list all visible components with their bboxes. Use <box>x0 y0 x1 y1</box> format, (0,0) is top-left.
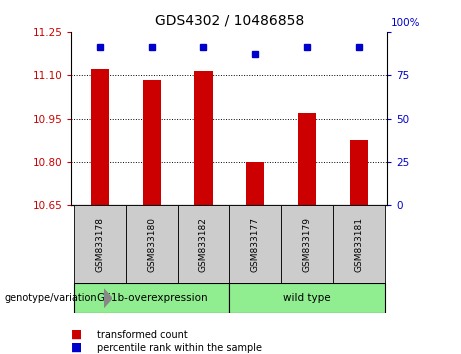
Text: ■: ■ <box>71 341 83 354</box>
Bar <box>142 80 161 205</box>
Text: percentile rank within the sample: percentile rank within the sample <box>97 343 262 353</box>
Title: GDS4302 / 10486858: GDS4302 / 10486858 <box>155 14 304 28</box>
Text: genotype/variation: genotype/variation <box>5 293 97 303</box>
Text: GSM833182: GSM833182 <box>199 217 208 272</box>
Bar <box>350 140 368 205</box>
Text: 100%: 100% <box>390 18 420 28</box>
Text: ■: ■ <box>71 328 83 341</box>
Bar <box>229 205 281 283</box>
Bar <box>229 283 384 313</box>
Text: GSM833178: GSM833178 <box>95 217 105 272</box>
Bar <box>74 205 126 283</box>
Polygon shape <box>104 289 112 308</box>
Bar <box>177 205 229 283</box>
Bar <box>333 205 384 283</box>
Bar <box>126 205 177 283</box>
Text: GSM833177: GSM833177 <box>251 217 260 272</box>
Bar <box>298 113 316 205</box>
Bar <box>246 162 264 205</box>
Text: GSM833180: GSM833180 <box>147 217 156 272</box>
Text: GSM833181: GSM833181 <box>354 217 363 272</box>
Text: wild type: wild type <box>283 293 331 303</box>
Bar <box>74 283 229 313</box>
Text: GSM833179: GSM833179 <box>302 217 312 272</box>
Bar <box>195 71 213 205</box>
Bar <box>281 205 333 283</box>
Text: Gfi1b-overexpression: Gfi1b-overexpression <box>96 293 207 303</box>
Text: transformed count: transformed count <box>97 330 188 339</box>
Bar <box>91 69 109 205</box>
